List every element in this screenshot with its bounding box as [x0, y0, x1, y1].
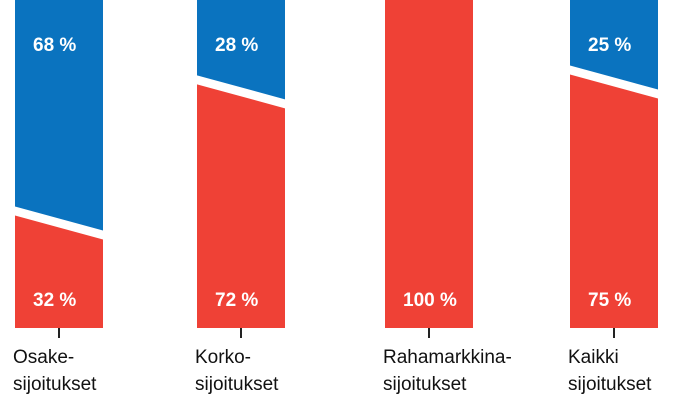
bar-segment [570, 0, 658, 90]
x-tick-label: Osake- sijoitukset [13, 347, 97, 395]
x-tick-label: Rahamarkkina- sijoitukset [383, 347, 512, 395]
bar-segment [15, 215, 103, 328]
value-label: 75 % [588, 290, 631, 311]
value-label: 72 % [215, 290, 258, 311]
bar-segment [15, 0, 103, 231]
bar-segment [385, 0, 473, 328]
bar-segment [197, 0, 285, 100]
value-label: 68 % [33, 35, 76, 56]
value-label: 25 % [588, 35, 631, 56]
bar-segment [570, 74, 658, 328]
value-label: 32 % [33, 290, 76, 311]
bar-segment [197, 84, 285, 328]
value-label: 28 % [215, 35, 258, 56]
x-tick-label: Kaikki sijoitukset [568, 347, 652, 395]
x-tick-label: Korko- sijoitukset [195, 347, 279, 395]
value-label: 100 % [403, 290, 457, 311]
